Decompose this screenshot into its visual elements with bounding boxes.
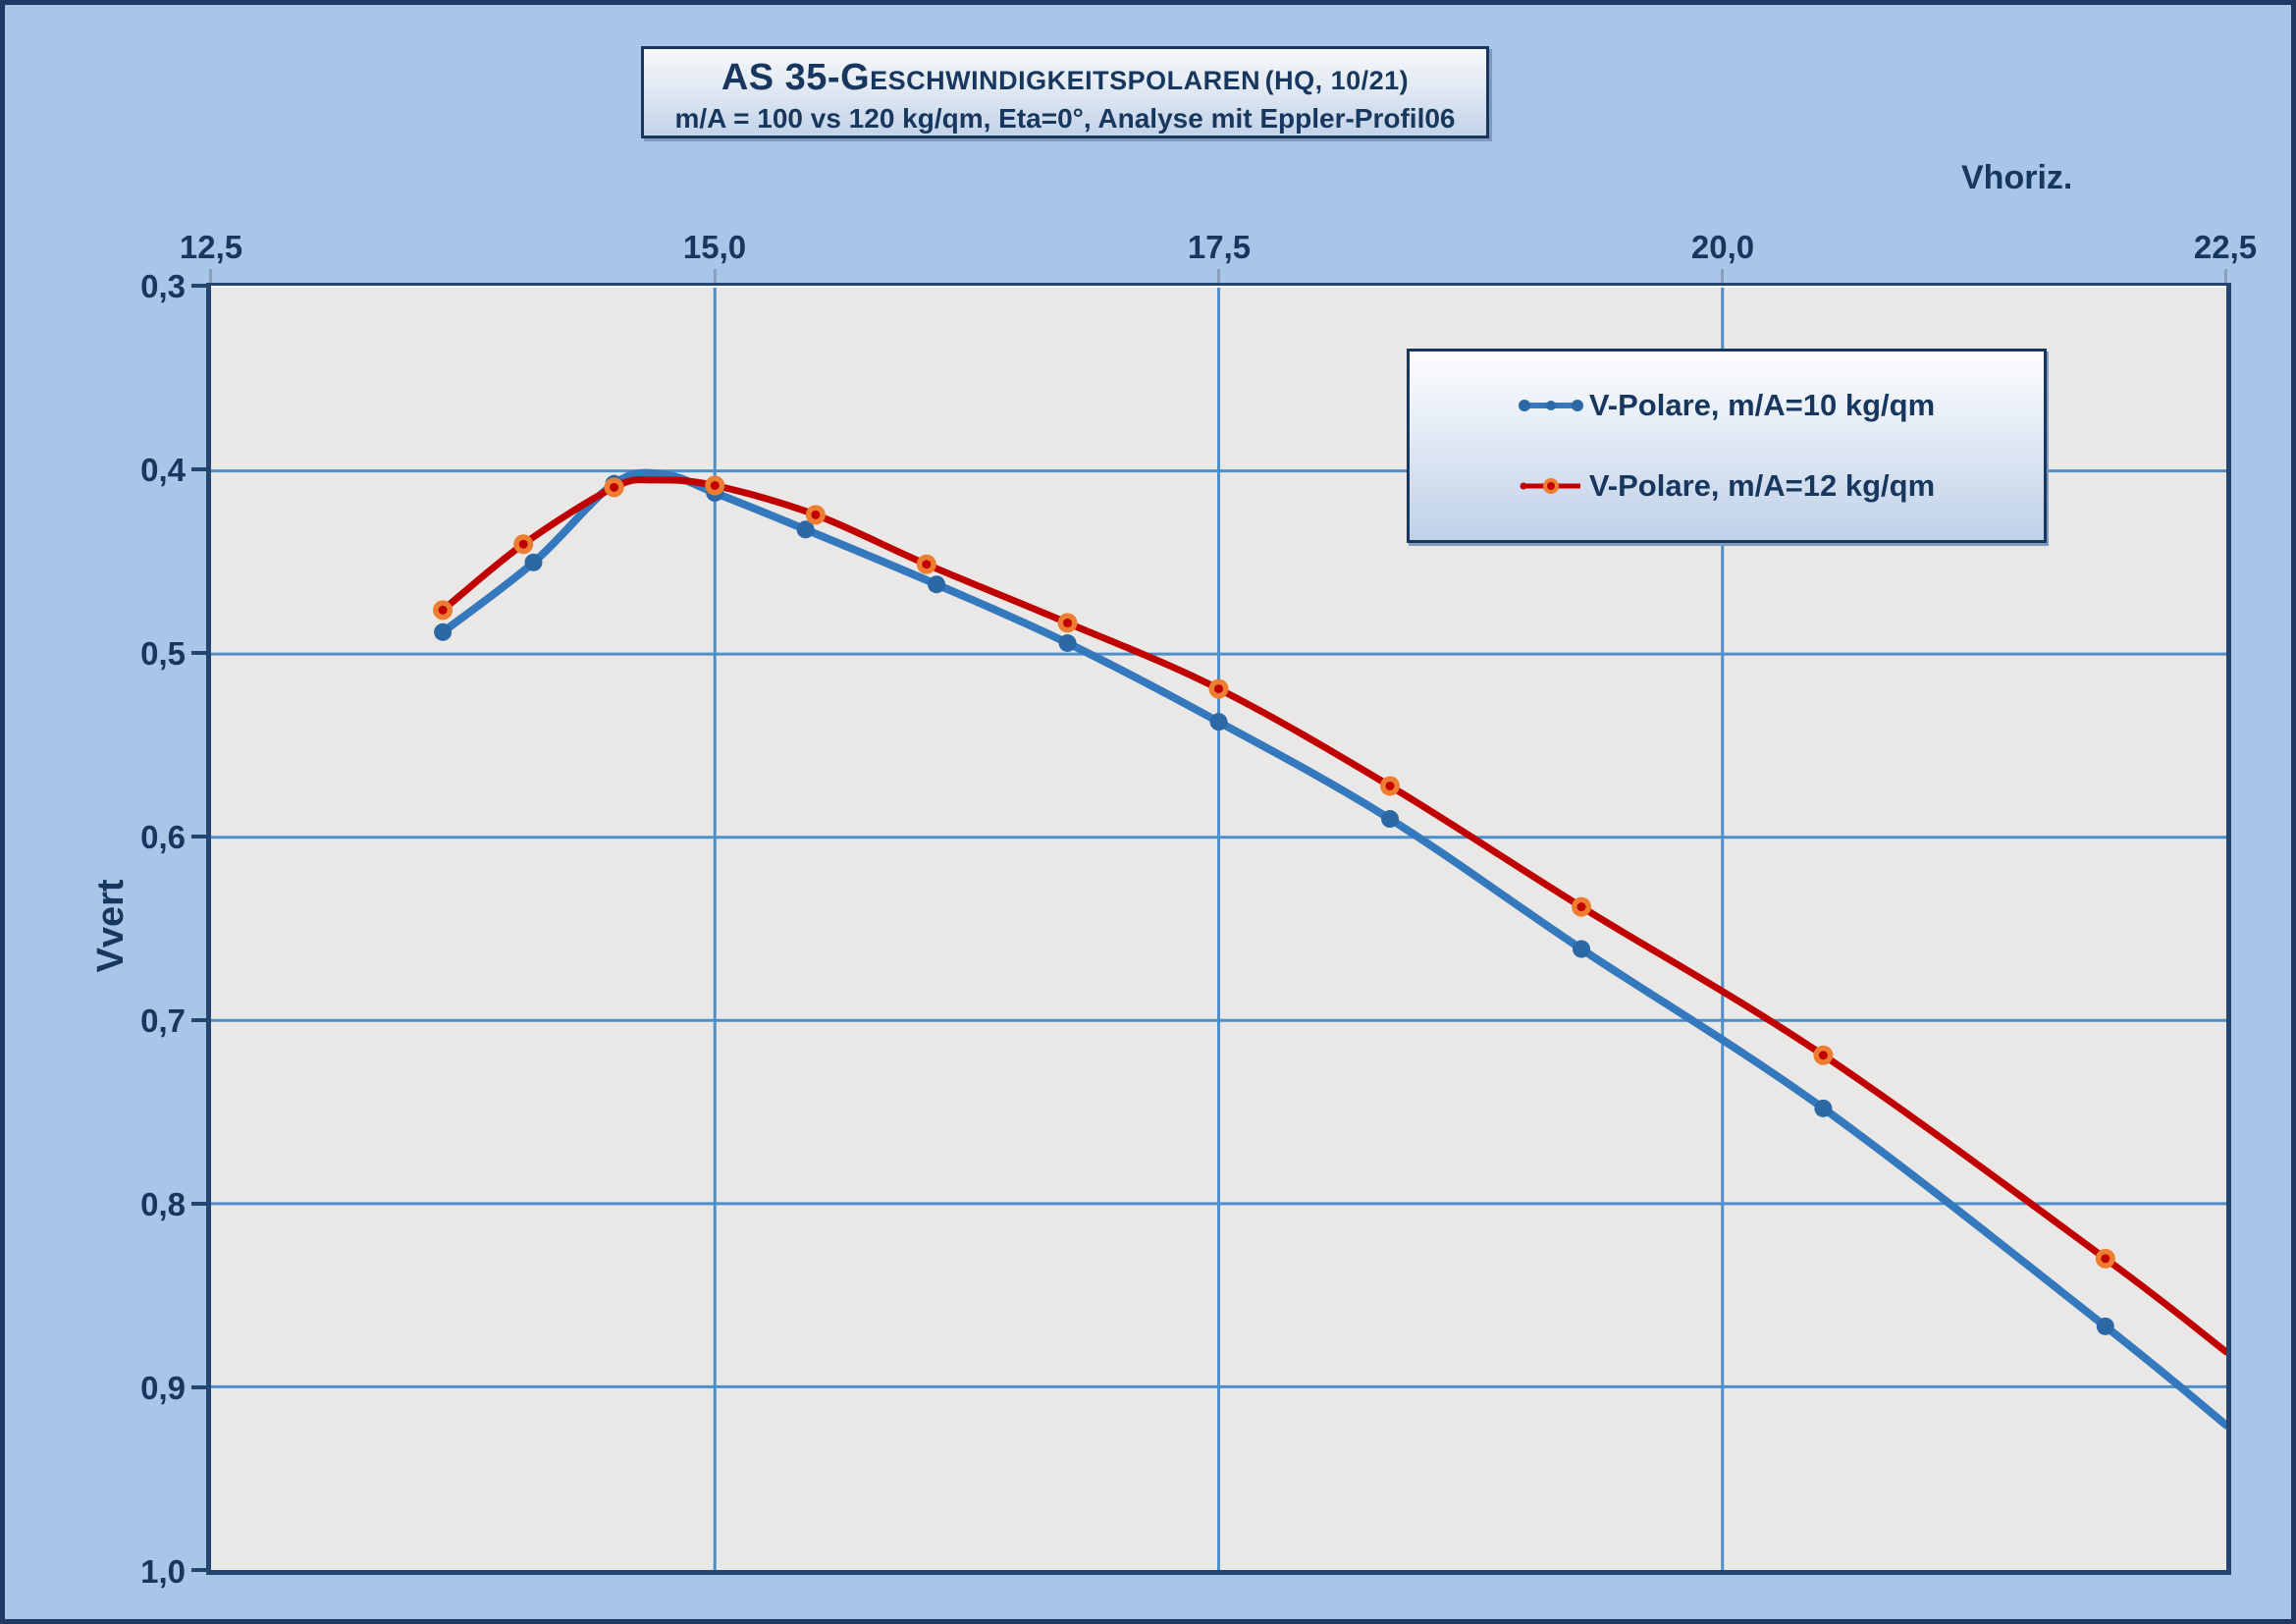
chart-subtitle: m/A = 100 vs 120 kg/qm, Eta=0°, Analyse … [674,103,1456,134]
red-marker-core [610,482,619,492]
red-marker-core [518,539,528,549]
x-tick-mark [1721,269,1724,283]
red-marker-core [2101,1254,2110,1264]
legend-label: V-Polare, m/A=12 kg/qm [1588,468,1936,503]
blue-marker-icon [1573,940,1591,958]
blue-marker-icon [928,575,946,594]
y-tick-mark [191,651,207,655]
y-tick-label: 0,3 [140,268,186,304]
red-marker-core [1576,902,1586,912]
x-tick-label: 15,0 [682,229,747,265]
x-axis-title: Vhoriz. [1961,159,2073,196]
blue-series-swatch-icon [1518,400,1583,411]
y-tick-label: 0,4 [140,452,186,488]
blue-marker-icon [1058,633,1077,652]
x-tick-label: 22,5 [2193,229,2258,265]
y-tick-mark [191,284,207,288]
red-marker-core [1063,618,1073,627]
y-tick-label: 0,7 [140,1002,186,1039]
blue-marker-icon [434,623,453,641]
blue-marker-icon [1209,713,1228,731]
red-marker-core [1214,684,1223,694]
x-tick-label: 17,5 [1187,229,1252,265]
red-marker-core [1818,1051,1828,1060]
y-tick-mark [191,1018,207,1022]
blue-marker-icon [796,520,815,539]
x-tick-label: 12,5 [179,229,243,265]
red-marker-core [710,480,720,490]
y-tick-label: 1,0 [140,1553,186,1590]
x-tick-mark [1217,269,1220,283]
blue-marker-icon [2096,1317,2114,1335]
chart-title: AS 35-Geschwindigkeitspolaren (HQ, 10/21… [644,56,1486,102]
x-tick-mark [714,269,717,283]
x-tick-mark [209,269,212,283]
blue-marker-icon [1381,810,1400,829]
y-tick-mark [191,1202,207,1206]
legend: V-Polare, m/A=10 kg/qm V-Polare, m/A=12 … [1407,349,2047,543]
x-tick-label: 20,0 [1690,229,1755,265]
red-marker-core [1385,781,1395,790]
chart-title-box: AS 35-Geschwindigkeitspolaren (HQ, 10/21… [641,46,1489,138]
chart-title-text: AS 35-Geschwindigkeitspolaren [721,57,1261,98]
x-tick-mark [2224,269,2227,283]
blue-marker-icon [1814,1099,1833,1117]
y-tick-mark [191,467,207,471]
y-tick-mark [191,1385,207,1389]
red-series-swatch-icon [1520,478,1580,494]
red-marker-core [811,510,821,519]
legend-item-blue: V-Polare, m/A=10 kg/qm [1410,388,2044,423]
blue-marker-icon [524,553,543,571]
red-marker-core [922,560,932,569]
swatch-end-dot [1520,482,1527,490]
series-line-0 [439,468,2226,1430]
y-tick-label: 0,5 [140,635,186,672]
red-marker-core [438,605,448,615]
y-tick-label: 0,8 [140,1186,186,1222]
y-axis-title: Vvert [90,879,132,973]
y-tick-mark [191,835,207,839]
chart-title-suffix: (HQ, 10/21) [1264,66,1410,95]
series-line-1 [439,476,2226,1356]
y-tick-label: 0,9 [140,1370,186,1406]
y-tick-mark [191,1568,207,1572]
y-tick-label: 0,6 [140,819,186,855]
legend-label: V-Polare, m/A=10 kg/qm [1588,388,1936,422]
legend-item-red: V-Polare, m/A=12 kg/qm [1410,468,2044,504]
